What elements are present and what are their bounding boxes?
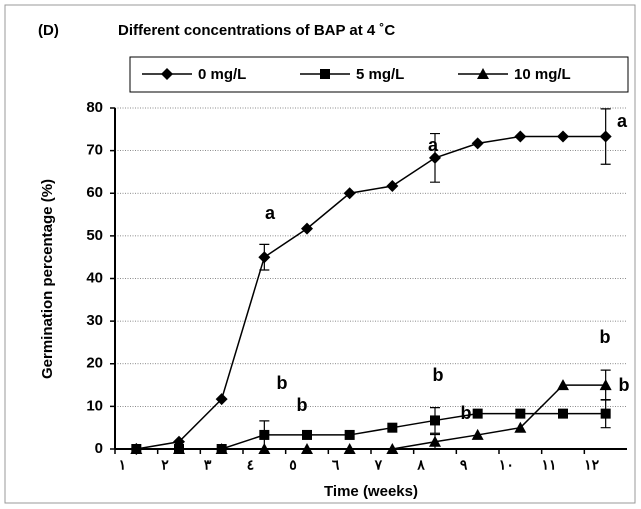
data-point bbox=[301, 443, 313, 454]
x-tick-label: ٤ bbox=[247, 457, 255, 473]
data-point bbox=[386, 443, 399, 454]
x-tick-label: ٣ bbox=[204, 457, 212, 473]
legend-marker bbox=[477, 68, 489, 79]
x-tick-label: ١٢ bbox=[584, 457, 600, 473]
y-tick-label: 20 bbox=[86, 355, 103, 372]
legend-marker bbox=[320, 69, 330, 79]
y-axis-label: Germination percentage (%) bbox=[39, 179, 56, 379]
x-tick-label: ٩ bbox=[460, 457, 468, 473]
annotation: a bbox=[428, 135, 439, 155]
data-point bbox=[430, 415, 440, 426]
x-tick-label: ١٠ bbox=[499, 457, 514, 473]
y-tick-label: 40 bbox=[86, 269, 103, 286]
data-point bbox=[387, 422, 398, 433]
data-point bbox=[472, 408, 483, 419]
series-line bbox=[136, 384, 606, 450]
y-tick-label: 50 bbox=[86, 227, 103, 244]
y-tick-label: 80 bbox=[86, 99, 103, 116]
y-tick-label: 60 bbox=[86, 184, 103, 201]
legend-box bbox=[129, 56, 629, 93]
data-point bbox=[514, 421, 527, 433]
legend-label: 10 mg/L bbox=[514, 66, 571, 83]
x-tick-label: ٧ bbox=[374, 457, 383, 473]
data-point bbox=[557, 379, 569, 391]
annotation: a bbox=[265, 203, 276, 223]
y-tick-label: 30 bbox=[86, 312, 103, 329]
data-point bbox=[471, 428, 484, 440]
frame bbox=[4, 4, 636, 504]
data-point bbox=[471, 137, 484, 150]
annotation: b bbox=[619, 375, 630, 395]
data-point bbox=[173, 443, 185, 454]
y-tick-label: 70 bbox=[86, 142, 103, 159]
annotation: b bbox=[277, 373, 288, 393]
x-tick-label: ٦ bbox=[332, 457, 340, 473]
x-tick-label: ٥ bbox=[289, 457, 297, 473]
legend-label: 5 mg/L bbox=[356, 66, 404, 83]
x-tick-label: ٢ bbox=[161, 457, 169, 473]
legend-label: 0 mg/L bbox=[198, 66, 246, 83]
chart-title: Different concentrations of BAP at 4 ˚C bbox=[118, 22, 395, 39]
series-line bbox=[136, 412, 606, 450]
data-point bbox=[301, 222, 313, 235]
data-point bbox=[599, 130, 612, 143]
data-point bbox=[302, 429, 312, 440]
data-point bbox=[386, 180, 399, 193]
data-point bbox=[600, 408, 611, 419]
data-point bbox=[515, 408, 526, 419]
x-tick-label: ١١ bbox=[541, 457, 556, 473]
y-tick-label: 10 bbox=[86, 397, 103, 414]
data-point bbox=[344, 429, 355, 440]
data-point bbox=[259, 429, 270, 440]
data-point bbox=[343, 443, 356, 454]
y-tick-label: 0 bbox=[95, 440, 103, 457]
data-point bbox=[215, 393, 228, 406]
annotation: b bbox=[600, 327, 611, 347]
series-line bbox=[136, 135, 606, 450]
panel-label: (D) bbox=[38, 22, 59, 39]
data-point bbox=[258, 251, 271, 264]
data-point bbox=[215, 443, 228, 454]
data-point bbox=[599, 379, 612, 391]
data-point bbox=[558, 408, 568, 419]
x-axis-label: Time (weeks) bbox=[324, 483, 418, 500]
data-point bbox=[130, 443, 143, 454]
data-point bbox=[514, 130, 527, 143]
annotation: a bbox=[617, 111, 628, 131]
x-tick-label: ٨ bbox=[416, 457, 425, 473]
annotation: b bbox=[461, 403, 472, 423]
data-point bbox=[258, 443, 271, 454]
data-point bbox=[343, 187, 356, 200]
data-point bbox=[429, 151, 441, 164]
annotation: b bbox=[297, 395, 308, 415]
legend-marker bbox=[161, 68, 173, 80]
data-point bbox=[557, 130, 569, 143]
data-point bbox=[429, 435, 441, 447]
annotation: b bbox=[433, 365, 444, 385]
x-tick-label: ١ bbox=[119, 457, 127, 473]
